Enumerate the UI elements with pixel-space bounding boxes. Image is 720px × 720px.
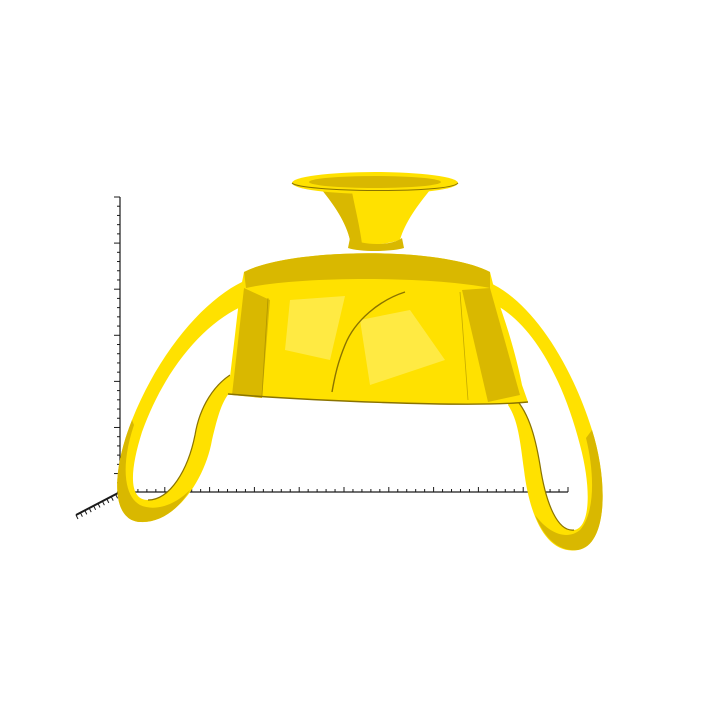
right-handle-rim [511,394,575,531]
y-axis-tick [101,500,105,506]
left-handle-outer [117,282,245,523]
vase-lip [291,172,459,194]
y-axis-tick [97,503,101,508]
body-highlight-2 [360,310,445,385]
neck-shade [322,190,362,244]
axes-group [75,196,569,520]
y-axis-tick [110,496,114,501]
body-base-edge [227,393,529,405]
body-crack [331,291,406,393]
y-axis-tick [79,512,83,517]
vase-neck [322,190,430,251]
y-axis-tick [88,507,92,513]
y-axis-tick [84,510,88,515]
amphora-model[interactable] [117,172,603,551]
vase-body [227,253,529,405]
neck-collar [348,238,404,251]
y-axis-tick [93,505,97,511]
body-right-facet [462,288,520,402]
body-left-facet [232,288,270,398]
lip-edge [291,182,459,191]
left-handle [117,282,245,523]
left-handle-rim [147,374,231,501]
lip-opening [309,176,441,188]
body-highlight-1 [285,296,345,360]
body-crease [261,291,469,401]
right-handle [488,282,603,551]
y-axis-tick [75,514,79,520]
body-shoulder [244,253,490,288]
y-axis-tick [115,494,119,499]
y-axis-tick [106,498,110,504]
z-axis-ticks [114,196,120,493]
y-axis-ticks [75,491,123,520]
left-handle-shadow [117,420,190,523]
